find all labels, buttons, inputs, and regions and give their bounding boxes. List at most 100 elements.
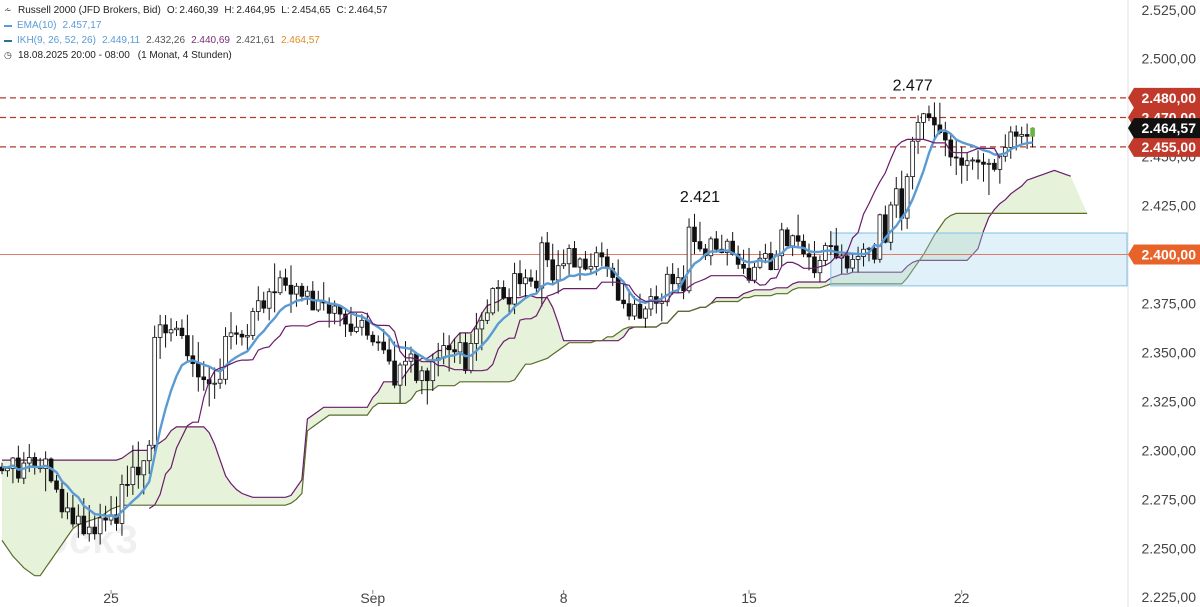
candle-body: [932, 117, 937, 126]
candle-body: [850, 259, 855, 269]
candle: [425, 367, 430, 405]
candle: [10, 457, 16, 484]
candle: [217, 358, 223, 389]
candle: [125, 465, 130, 497]
candle-body: [1024, 134, 1030, 137]
candle-body: [315, 300, 321, 311]
candle: [146, 439, 152, 475]
candle: [294, 282, 299, 307]
candle-body: [626, 303, 632, 317]
candle: [648, 288, 654, 317]
candle: [888, 201, 894, 251]
candles-icon: ⩪: [4, 5, 12, 15]
candle-body: [981, 161, 986, 165]
candle: [823, 242, 828, 267]
candle: [997, 154, 1003, 184]
y-tick-label: 2.525,00: [1142, 2, 1197, 18]
candle-body: [392, 360, 397, 386]
candle-body: [735, 253, 741, 265]
candle: [114, 496, 119, 531]
candle: [953, 140, 959, 176]
candle-body: [474, 328, 479, 344]
candle-body: [43, 458, 48, 469]
candle: [299, 282, 305, 302]
candle: [692, 213, 697, 255]
candle-body: [446, 345, 452, 351]
candle-body: [708, 238, 714, 257]
candle-body: [65, 507, 70, 513]
candle-body: [555, 265, 561, 281]
candle: [763, 243, 768, 264]
candle-body: [201, 376, 207, 381]
candle: [806, 243, 812, 271]
candle-body: [26, 457, 32, 464]
candle-body: [561, 263, 566, 267]
candle: [0, 462, 5, 475]
instrument-name: Russell 2000 (JFD Brokers, Bid): [18, 5, 161, 16]
candle-body: [70, 507, 76, 525]
legend-time-row: ◷ 18.08.2025 20:00 - 08:00 (1 Monat, 4 S…: [4, 48, 387, 63]
candle: [474, 312, 479, 361]
ema-line: [1, 129, 1033, 519]
candle-body: [893, 188, 899, 206]
candle-body: [528, 277, 534, 282]
candle: [752, 261, 757, 284]
candle-body: [157, 324, 163, 338]
level-tag-2400: 2.400,00: [1128, 244, 1200, 265]
candle-body: [97, 517, 103, 535]
candle-body: [185, 335, 190, 357]
candle: [375, 335, 381, 351]
candle: [921, 112, 926, 140]
candle-body: [452, 349, 457, 353]
candle: [152, 325, 157, 457]
candle: [136, 441, 141, 489]
candle-body: [795, 235, 801, 242]
candle-body: [1019, 134, 1024, 137]
candle-body: [844, 255, 850, 269]
candle: [550, 243, 556, 285]
candle-body: [228, 332, 234, 337]
ikh-swatch-icon: [4, 39, 12, 42]
legend-instrument-row: ⩪ Russell 2000 (JFD Brokers, Bid) O: 2.4…: [4, 3, 387, 18]
ikh-cloud: [2, 170, 1088, 576]
candle: [343, 308, 348, 337]
candle-body: [343, 313, 348, 325]
candle-body: [495, 287, 501, 290]
candle: [1030, 127, 1035, 148]
candle-body: [299, 285, 305, 297]
candle: [795, 214, 801, 249]
candle: [555, 250, 561, 294]
candle-body: [381, 341, 386, 351]
candle: [157, 314, 163, 359]
candle: [228, 312, 234, 350]
candle: [245, 324, 250, 352]
legend-ikh-row[interactable]: IKH(9, 26, 52, 26) 2.449,11 2.432,26 2.4…: [4, 33, 387, 48]
candle-body: [550, 259, 556, 281]
candle: [850, 253, 855, 272]
candle: [397, 362, 403, 403]
candle-body: [714, 238, 719, 250]
candle: [419, 366, 425, 395]
candle-body: [92, 526, 98, 535]
candle-body: [724, 240, 730, 253]
candle: [801, 234, 806, 258]
candle: [255, 286, 261, 321]
candle: [779, 222, 785, 267]
candle: [392, 341, 397, 389]
candle-body: [501, 287, 506, 299]
candle: [773, 250, 779, 271]
candle: [201, 361, 207, 391]
candle-body: [686, 226, 692, 292]
candle: [321, 282, 327, 311]
candle: [386, 335, 392, 365]
y-tick-label: 2.325,00: [1142, 393, 1197, 409]
candle-body: [534, 280, 539, 289]
legend-ema-row[interactable]: EMA(10) 2.457,17: [4, 18, 387, 33]
candle-body: [419, 370, 425, 381]
candle: [604, 248, 610, 277]
candle: [583, 251, 588, 271]
candle-body: [959, 157, 964, 166]
candle-body: [152, 336, 157, 446]
candle: [506, 288, 512, 314]
